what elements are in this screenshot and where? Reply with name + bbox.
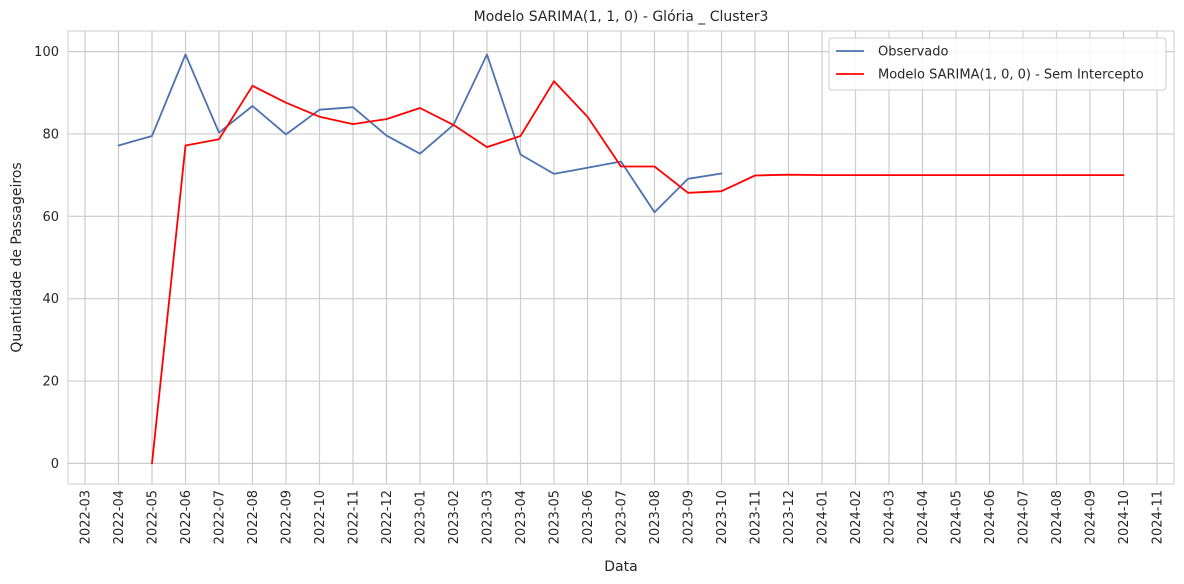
y-tick-label: 100: [34, 45, 59, 60]
x-tick-label: 2023-12: [782, 490, 797, 544]
x-tick-label: 2024-02: [849, 490, 864, 544]
x-tick-label: 2022-09: [280, 490, 295, 544]
x-tick-label: 2023-02: [447, 490, 462, 544]
x-axis-title: Data: [604, 559, 637, 575]
x-tick-label: 2022-04: [112, 490, 127, 544]
x-tick-label: 2024-08: [1050, 490, 1065, 544]
legend-label: Observado: [878, 45, 949, 60]
legend-item: Observado: [836, 45, 949, 60]
x-tick-label: 2022-05: [146, 490, 161, 544]
chart-title: Modelo SARIMA(1, 1, 0) - Glória _ Cluste…: [474, 9, 769, 25]
x-tick-label: 2023-09: [682, 490, 697, 544]
y-tick-label: 80: [42, 127, 59, 142]
x-tick-label: 2023-03: [481, 490, 496, 544]
y-tick-label: 40: [42, 292, 59, 307]
x-tick-label: 2024-09: [1084, 490, 1099, 544]
y-tick-labels: 0 20 40 60 80 100: [34, 45, 59, 472]
x-tick-label: 2024-04: [916, 490, 931, 544]
series-2: [151, 80, 1125, 465]
grid: [68, 31, 1174, 484]
y-tick-label: 60: [42, 210, 59, 225]
x-tick-label: 2023-10: [715, 490, 730, 544]
series-line: [117, 53, 723, 214]
x-tick-label: 2022-06: [179, 490, 194, 544]
x-tick-label: 2022-03: [79, 490, 94, 544]
x-tick-label: 2024-07: [1017, 490, 1032, 544]
x-tick-label: 2022-12: [380, 490, 395, 544]
x-tick-label: 2023-06: [581, 490, 596, 544]
legend-item: Modelo SARIMA(1, 0, 0) - Sem Intercepto: [836, 68, 1144, 83]
x-tick-label: 2024-01: [816, 490, 831, 544]
x-tick-label: 2024-06: [983, 490, 998, 544]
x-tick-labels: 2022-03 2022-04 2022-05 2022-06 2022-07 2022-…: [79, 490, 1166, 544]
x-tick-label: 2024-03: [883, 490, 898, 544]
x-tick-label: 2023-04: [514, 490, 529, 544]
x-tick-label: 2022-08: [246, 490, 261, 544]
x-tick-label: 2023-08: [648, 490, 663, 544]
y-tick-label: 20: [42, 375, 59, 390]
y-axis-title: Quantidade de Passageiros: [9, 162, 25, 352]
x-tick-label: 2023-07: [615, 490, 630, 544]
y-tick-label: 0: [51, 457, 59, 472]
x-tick-label: 2022-07: [213, 490, 228, 544]
x-tick-label: 2022-11: [347, 490, 362, 544]
x-tick-label: 2024-05: [950, 490, 965, 544]
series-line: [151, 80, 1125, 465]
x-tick-label: 2024-11: [1151, 490, 1166, 544]
legend: Observado Modelo SARIMA(1, 0, 0) - Sem In…: [828, 37, 1167, 91]
x-tick-label: 2022-10: [313, 490, 328, 544]
legend-box: [828, 37, 1167, 91]
x-tick-label: 2024-10: [1117, 490, 1132, 544]
legend-label: Modelo SARIMA(1, 0, 0) - Sem Intercepto: [878, 68, 1144, 83]
x-tick-label: 2023-11: [749, 490, 764, 544]
x-tick-label: 2023-05: [548, 490, 563, 544]
plot-area: [67, 30, 1175, 485]
series-1: [117, 53, 723, 214]
series-group: [117, 53, 1125, 465]
x-tick-label: 2023-01: [414, 490, 429, 544]
